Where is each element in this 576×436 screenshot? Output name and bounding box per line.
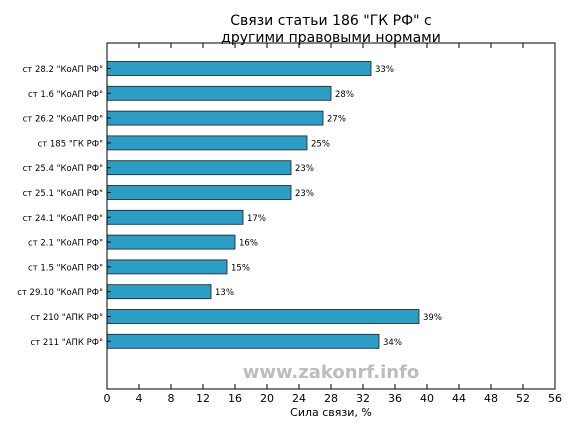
category-label: ст 2.1 "КоАП РФ"	[28, 239, 103, 249]
data-label: 17%	[247, 214, 266, 224]
x-axis-label: Сила связи, %	[290, 406, 372, 419]
x-tick-label: 40	[420, 392, 434, 405]
data-label: 25%	[311, 139, 330, 149]
bars-group	[106, 61, 420, 349]
data-label: 23%	[295, 164, 314, 174]
x-tick-label: 8	[168, 392, 175, 405]
data-label: 16%	[239, 239, 258, 249]
x-tick-label: 36	[388, 392, 402, 405]
bar	[106, 85, 332, 101]
chart-title: Связи статьи 186 "ГК РФ" с другими правов…	[221, 13, 441, 46]
category-label: ст 1.6 "КоАП РФ"	[28, 90, 103, 100]
bar	[106, 309, 420, 324]
x-tick-label: 16	[228, 392, 242, 405]
category-label: ст 25.4 "КоАП РФ"	[23, 164, 103, 174]
bar	[106, 185, 292, 200]
category-labels-group: ст 28.2 "КоАП РФ" ст 1.6 "КоАП РФ" ст 26.2…	[17, 65, 111, 348]
x-tick-label: 48	[484, 392, 498, 405]
bar	[106, 110, 324, 126]
bar	[106, 160, 292, 176]
data-label: 28%	[335, 90, 354, 100]
data-labels-group: 33% 28% 27% 25% 23% 23% 17% 16% 15% 13% 39% 34%	[215, 65, 442, 348]
chart-title-line: другими правовыми нормами	[221, 30, 441, 46]
category-label: ст 25.1 "КоАП РФ"	[23, 189, 103, 199]
x-tick-label: 24	[292, 392, 306, 405]
data-label: 34%	[383, 338, 402, 348]
bar	[106, 234, 236, 250]
bar	[106, 209, 244, 225]
x-tick-label: 28	[324, 392, 338, 405]
data-label: 39%	[423, 313, 442, 323]
data-label: 33%	[375, 65, 394, 75]
bar	[106, 135, 308, 151]
category-label: ст 26.2 "КоАП РФ"	[23, 115, 103, 125]
category-label: ст 24.1 "КоАП РФ"	[23, 214, 103, 224]
bar	[106, 61, 372, 76]
x-axis-group: 0 4 8 12 16 20 24 28 32 36 40 44 48 52 56	[104, 43, 562, 405]
category-label: ст 1.5 "КоАП РФ"	[28, 263, 103, 273]
data-label: 27%	[327, 115, 346, 125]
category-label: ст 211 "АПК РФ"	[31, 338, 104, 348]
x-tick-label: 52	[516, 392, 530, 405]
data-label: 23%	[295, 189, 314, 199]
category-label: ст 210 "АПК РФ"	[31, 313, 104, 323]
bar	[106, 333, 380, 349]
x-tick-label: 0	[104, 392, 111, 405]
category-label: ст 185 "ГК РФ"	[38, 139, 104, 149]
x-tick-label: 44	[452, 392, 466, 405]
x-tick-label: 32	[356, 392, 370, 405]
chart-title-line: Связи статьи 186 "ГК РФ" с	[230, 13, 431, 29]
x-tick-label: 12	[196, 392, 210, 405]
watermark: www.zakonrf.info	[243, 362, 420, 383]
x-tick-label: 20	[260, 392, 274, 405]
bar	[106, 259, 228, 275]
category-label: ст 29.10 "КоАП РФ"	[17, 288, 103, 298]
bar	[106, 284, 212, 300]
category-label: ст 28.2 "КоАП РФ"	[23, 65, 103, 75]
x-tick-label: 4	[136, 392, 143, 405]
x-tick-label: 56	[548, 392, 562, 405]
data-label: 15%	[231, 263, 250, 273]
data-label: 13%	[215, 288, 234, 298]
